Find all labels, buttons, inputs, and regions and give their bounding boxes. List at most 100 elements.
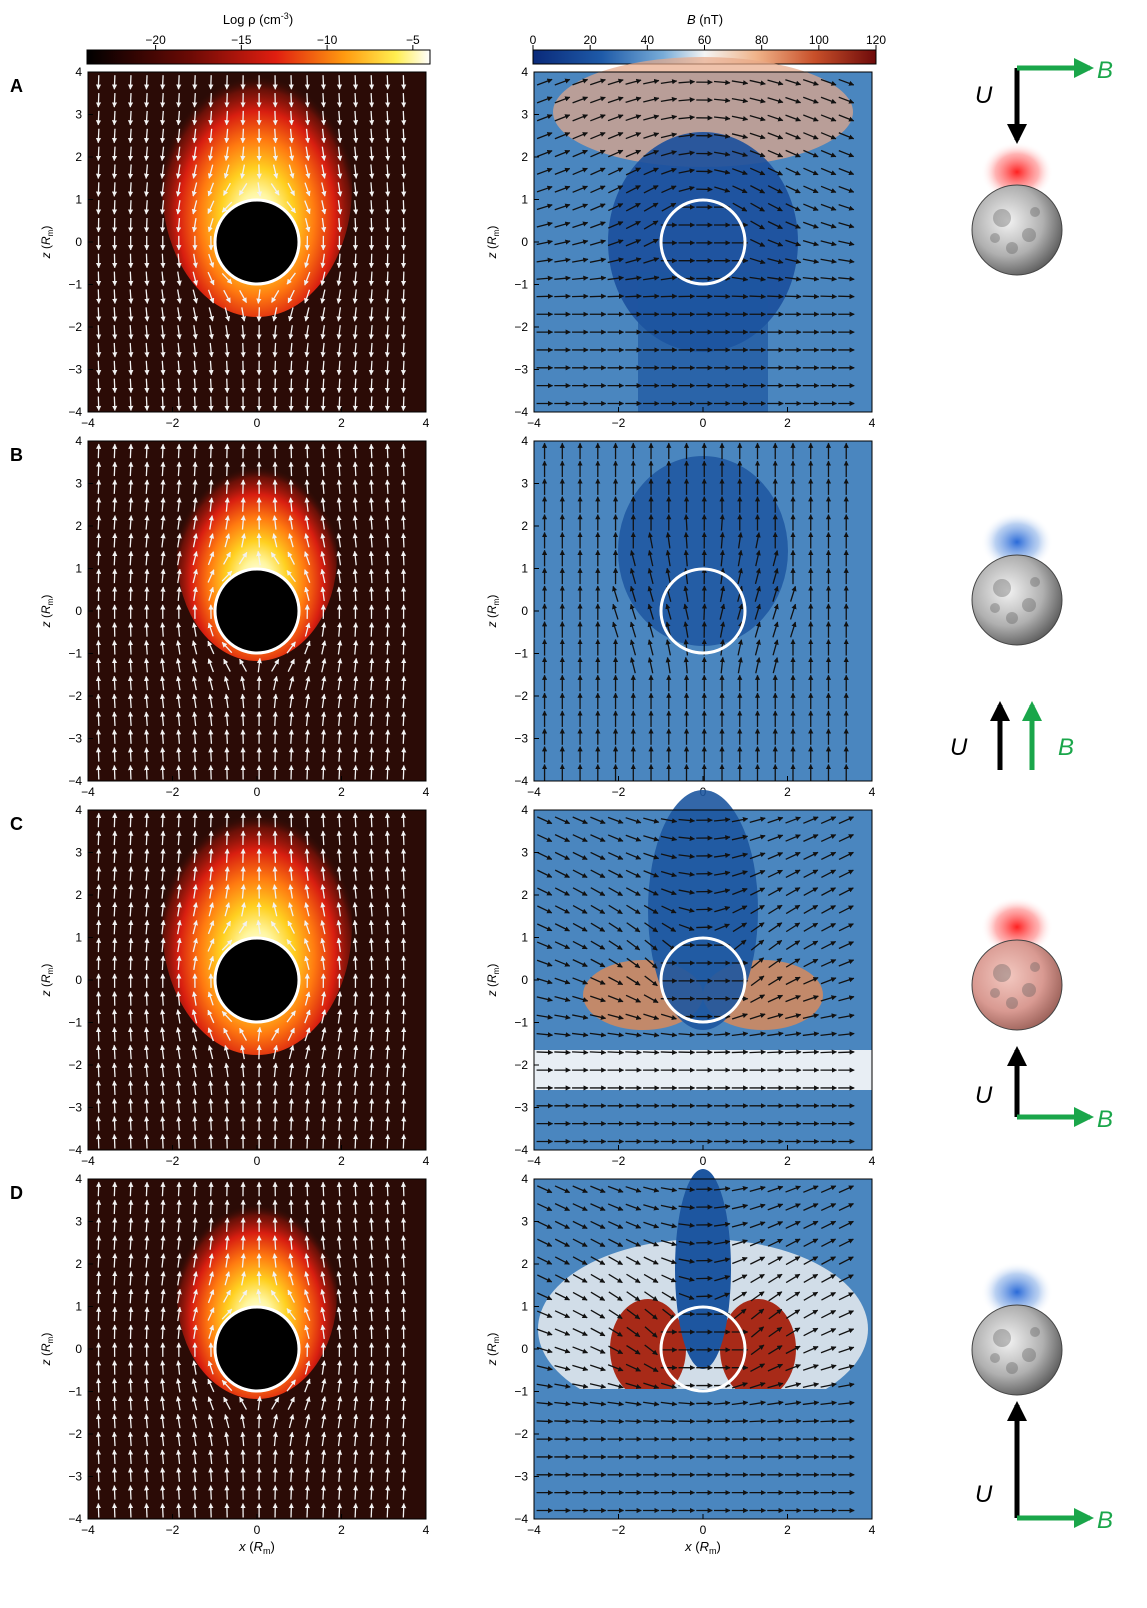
moon-crater [990,988,1000,998]
flow-vector [127,1098,134,1113]
flow-vector [192,729,198,744]
field-vector [731,1049,749,1055]
flow-vector [400,1270,407,1286]
panel-label: D [10,1183,23,1203]
flow-vector [337,200,343,215]
flow-vector [400,1181,407,1197]
flow-vector [384,515,390,530]
flow-vector [400,812,407,828]
flow-vector [160,1133,166,1149]
flow-vector [337,128,343,144]
field-vector [750,238,766,247]
flow-vector [385,1502,391,1518]
flow-vector [369,164,375,179]
field-vector [750,220,765,230]
flow-vector [159,711,166,726]
field-vector [820,78,837,86]
flow-vector [127,1116,134,1131]
flow-vector [384,568,391,584]
field-vector [589,257,607,263]
flow-vector [208,830,214,846]
flow-vector [96,1199,102,1215]
flow-vector [352,764,359,780]
field-vector [714,186,731,193]
flow-vector [160,1485,166,1500]
field-vector [820,293,837,300]
flow-vector [401,747,407,762]
field-vector [802,239,819,247]
moon-crater [990,233,1000,243]
flow-vector [352,830,358,846]
flow-vector [368,307,374,322]
flow-vector [160,812,166,828]
flow-vector [192,515,198,530]
flow-vector [160,75,166,90]
flow-vector [128,443,134,459]
flow-vector [289,146,295,162]
field-vector [785,258,802,264]
flow-vector [192,378,198,394]
flow-vector [207,675,214,691]
field-vector [625,239,642,247]
flow-vector [128,1235,134,1250]
flow-vector [111,1485,118,1500]
flow-vector [144,75,150,90]
flow-vector [223,658,231,672]
field-colorbar: B (nT) 0 20 40 60 80 100 120 [530,12,886,65]
flow-vector [352,991,359,1006]
y-tick-label: 3 [521,846,528,860]
flow-vector [288,1485,294,1500]
field-vector [749,97,766,104]
flow-vector [160,991,166,1006]
moon-crater [1006,997,1018,1009]
flow-vector [144,747,150,762]
field-label: B [1097,57,1113,84]
flow-vector [288,307,294,322]
flow-vector [224,693,230,709]
flow-vector [384,289,391,304]
flow-vector [369,1009,375,1024]
flow-vector [144,378,150,394]
field-vector [749,1049,767,1055]
y-tick-label: 3 [521,1215,528,1229]
field-vector [678,150,695,156]
flow-vector [384,1235,391,1250]
field-vector [607,1049,625,1056]
flow-vector [320,75,327,90]
field-vector [572,203,589,211]
flow-vector [368,289,374,304]
density-plot [87,440,427,782]
field-vector [572,1049,589,1055]
flow-vector [192,110,198,126]
flow-vector [112,884,118,899]
x-tick-label: −2 [612,1154,626,1168]
flow-vector [336,830,342,846]
flow-vector [304,200,311,215]
flow-vector [369,729,375,744]
field-vector [607,1418,625,1425]
flow-vector [400,443,407,459]
flow-vector [176,764,182,780]
field-vector [785,239,802,247]
field-arrow-head [1022,701,1042,721]
field-colorbar-tick-label: 0 [530,33,537,47]
field-vector [767,97,784,104]
moon-crater [993,579,1011,597]
field-vector [536,239,553,246]
moon-icon [971,939,1063,1031]
field-vector [838,167,855,176]
flow-vector [127,657,134,673]
flow-vector [401,1502,407,1518]
flow-vector [353,128,359,144]
flow-vector [221,570,233,582]
field-vector [536,257,553,263]
flow-vector [95,729,102,744]
y-tick-label: 2 [75,888,82,902]
flow-vector [401,110,407,126]
flow-vector [160,360,166,376]
flow-vector [175,657,182,673]
flow-vector [127,93,134,108]
flow-vector [401,1133,407,1149]
flow-vector [240,711,246,726]
